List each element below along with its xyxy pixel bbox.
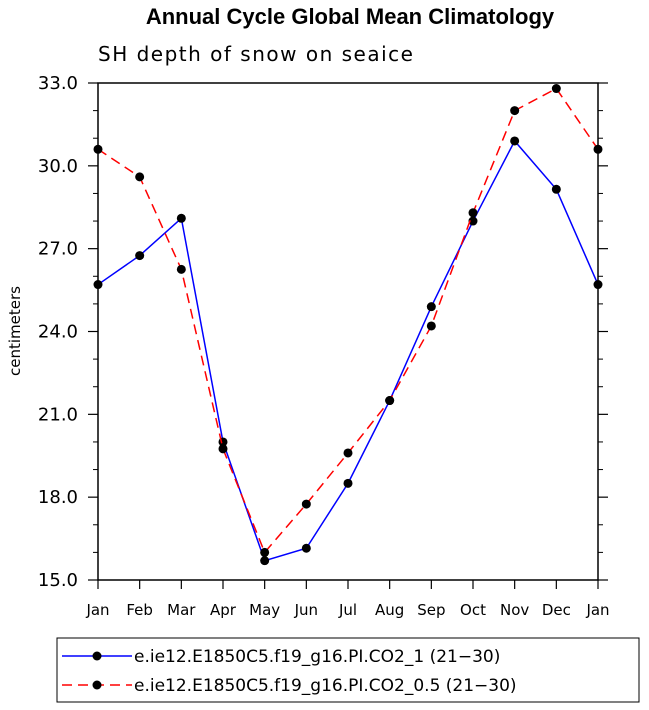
x-tick-label: Jul — [338, 601, 357, 619]
series-2-point — [343, 448, 353, 458]
series-1-point — [301, 543, 311, 553]
y-tick-label: 18.0 — [38, 487, 78, 508]
x-tick-label: May — [249, 601, 280, 619]
series-2-point — [551, 84, 561, 94]
x-tick-label: Mar — [167, 601, 196, 619]
y-tick-label: 30.0 — [38, 156, 78, 177]
series-1-point — [468, 216, 478, 226]
y-tick-label: 21.0 — [38, 404, 78, 425]
y-tick-label: 24.0 — [38, 322, 78, 343]
series-2-point — [510, 106, 520, 116]
plot-frame — [97, 82, 599, 581]
x-tick-label: Sep — [417, 601, 445, 619]
legend-label-2: e.ie12.E1850C5.f19_g16.PI.CO2_0.5 (21−30… — [134, 676, 517, 696]
legend-box — [56, 637, 640, 703]
series-1-point — [176, 213, 186, 223]
series-2-point — [468, 208, 478, 218]
y-tick-label: 33.0 — [38, 73, 78, 94]
y-tick-label: 27.0 — [38, 239, 78, 260]
x-tick-label: Dec — [542, 601, 571, 619]
y-axis-label: centimeters — [6, 286, 24, 376]
y-tick-label: 15.0 — [38, 570, 78, 591]
x-tick-label: Jan — [585, 601, 609, 619]
x-tick-label: Oct — [460, 601, 486, 619]
x-tick-label: Jan — [85, 601, 109, 619]
series-line-1 — [97, 139, 599, 562]
series-1-point — [426, 302, 436, 312]
series-2-point — [218, 444, 228, 454]
series-1-point — [551, 184, 561, 194]
x-tick-label: Feb — [126, 601, 153, 619]
series-2-point — [176, 264, 186, 274]
legend-label-1: e.ie12.E1850C5.f19_g16.PI.CO2_1 (21−30) — [134, 647, 500, 667]
series-1-point — [260, 556, 270, 566]
series-2-point — [135, 172, 145, 182]
legend-marker-2 — [92, 680, 102, 690]
x-tick-label: Apr — [210, 601, 237, 619]
series-2-point — [301, 499, 311, 509]
chart-title: Annual Cycle Global Mean Climatology — [146, 4, 555, 29]
x-tick-label: Jun — [294, 601, 318, 619]
series-2-point — [426, 321, 436, 331]
series-1-point — [135, 251, 145, 261]
series-1-point — [510, 136, 520, 146]
series-2-point — [385, 396, 395, 406]
chart-subtitle: SH depth of snow on seaice — [98, 42, 414, 66]
series-1-point — [343, 478, 353, 488]
series-2-point — [260, 547, 270, 557]
x-tick-label: Aug — [375, 601, 404, 619]
x-tick-label: Nov — [500, 601, 529, 619]
legend-marker-1 — [92, 651, 102, 661]
